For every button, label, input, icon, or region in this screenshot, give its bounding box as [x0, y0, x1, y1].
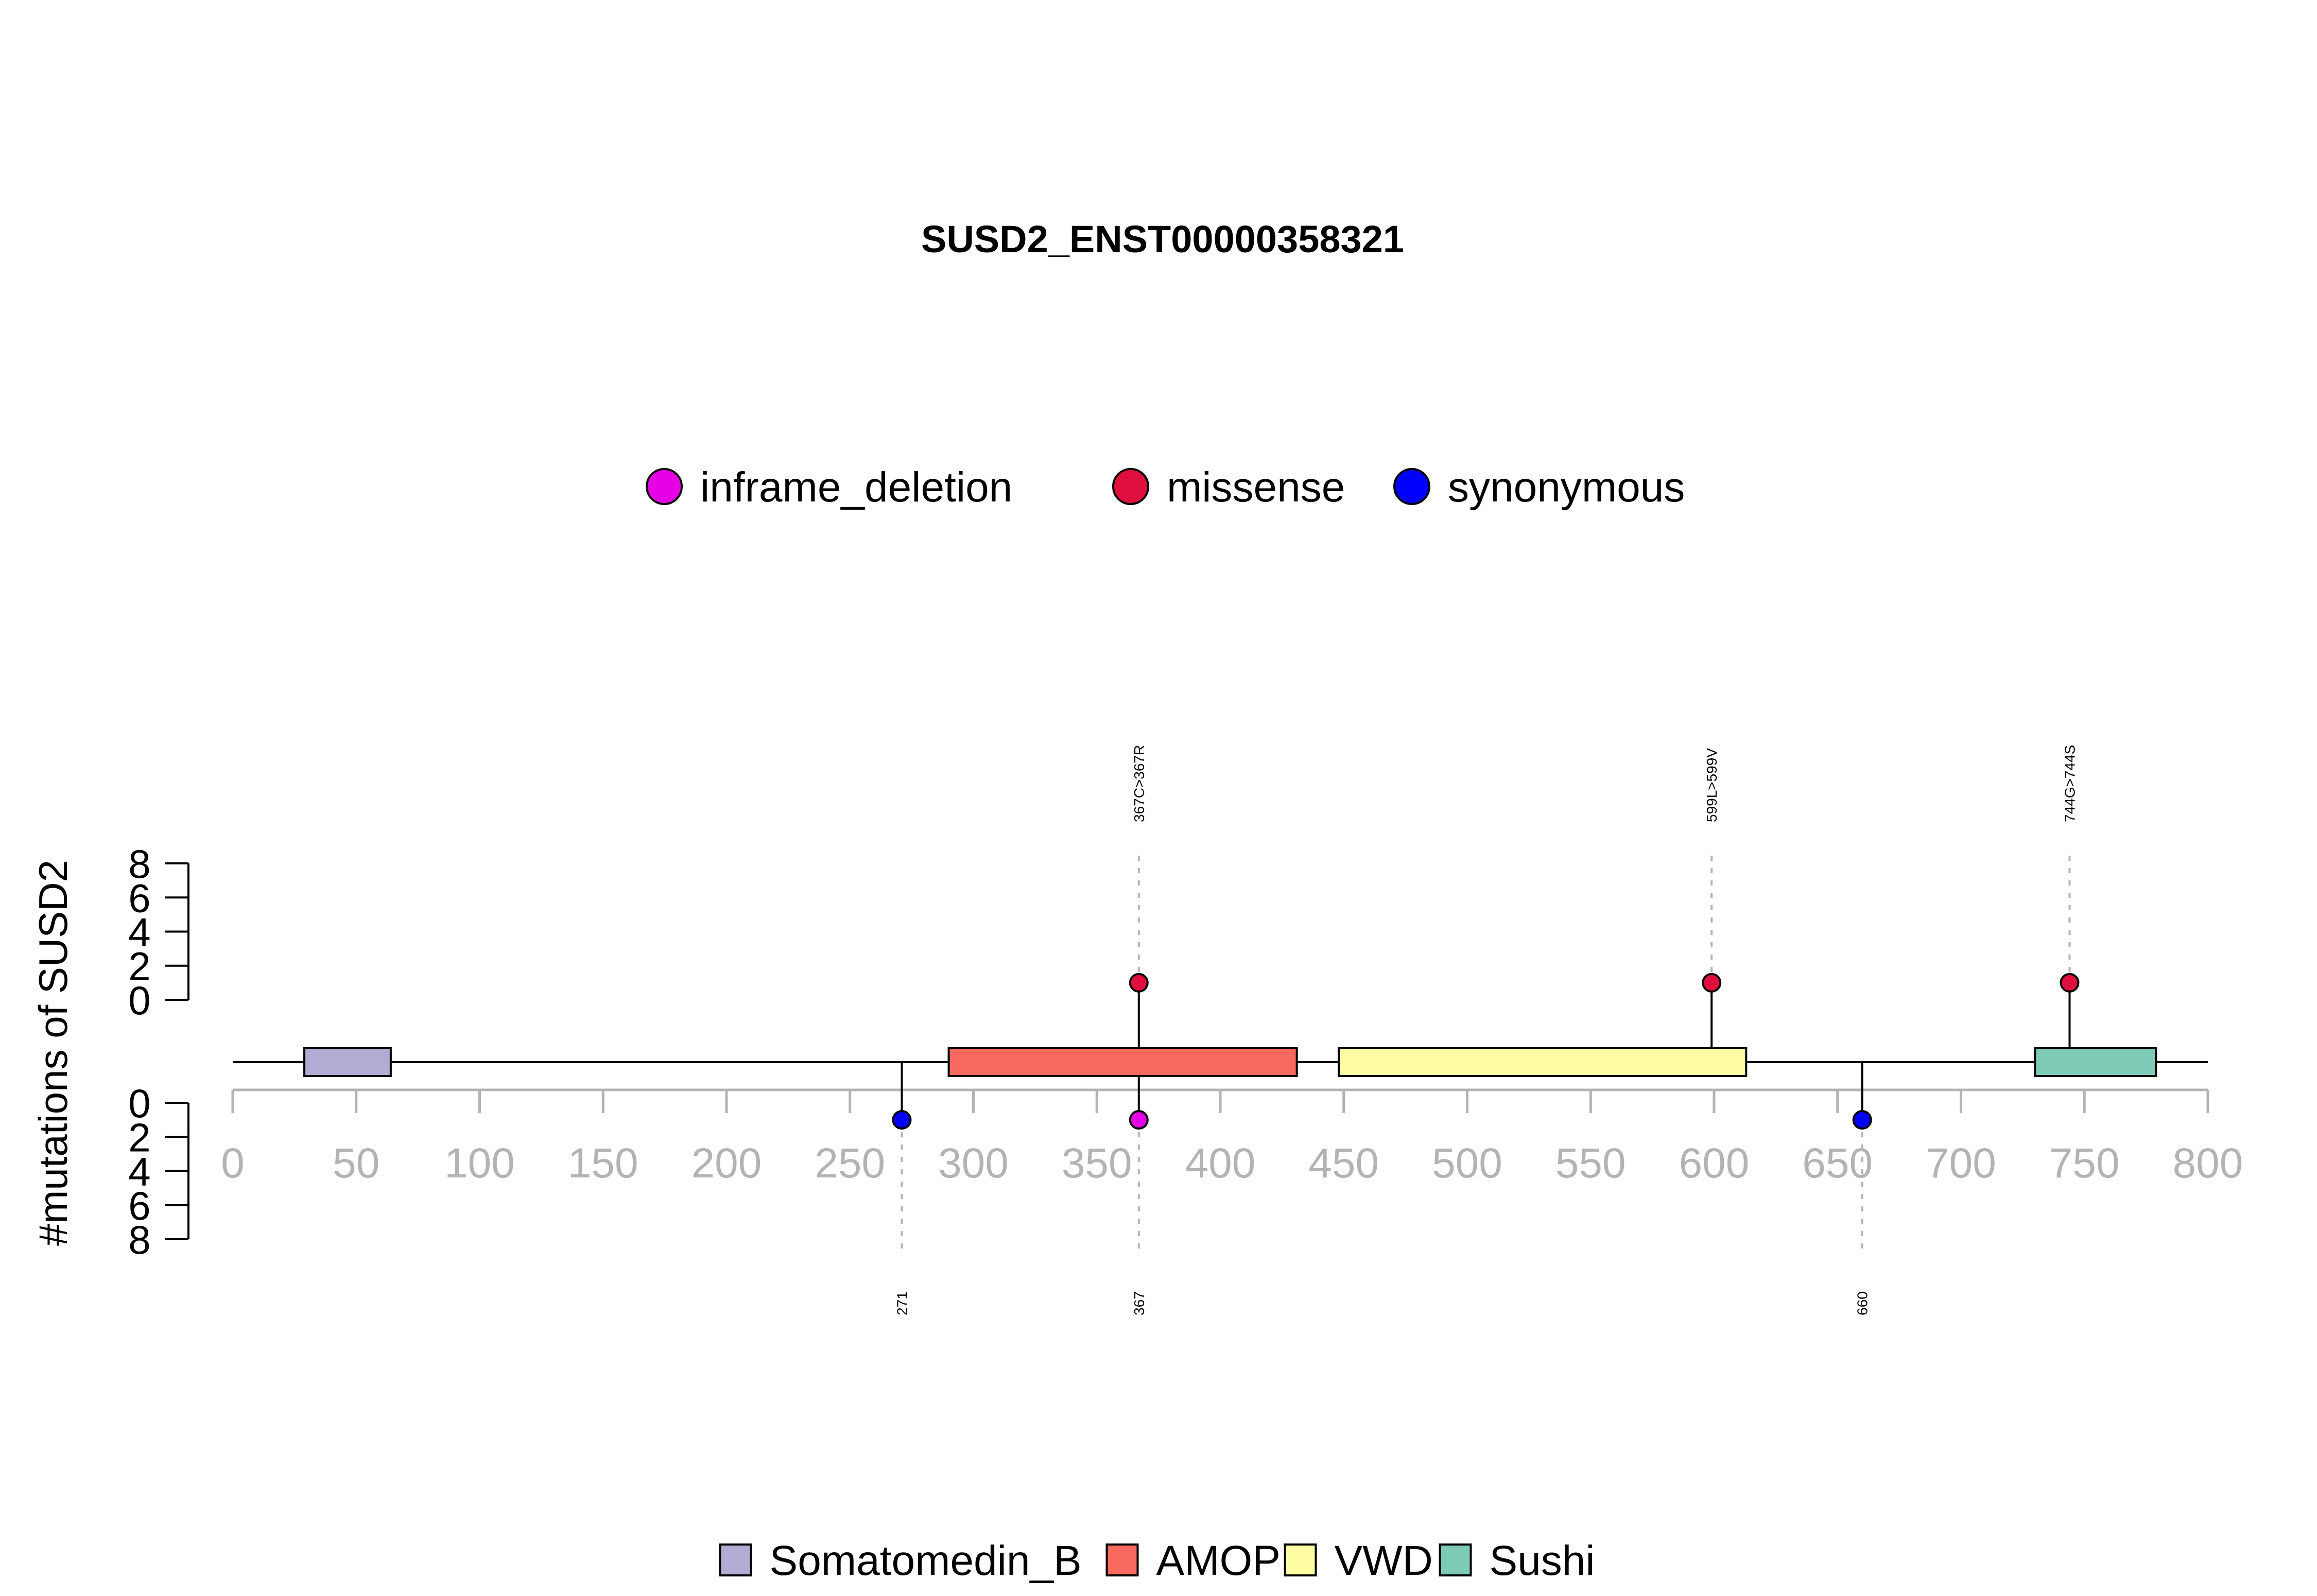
y-bottom-tick-label-6: 6	[128, 1183, 150, 1228]
domain-vwd	[1338, 1047, 1748, 1077]
x-tick-label-250: 250	[815, 1140, 885, 1187]
y-axis-label: #mutations of SUSD2	[30, 860, 76, 1246]
domain-somatomedin-b	[303, 1047, 392, 1077]
y-top-tick-label-2: 2	[128, 944, 150, 989]
x-tick-label-200: 200	[691, 1140, 762, 1187]
x-axis: 0 50 100 150 200 250 300 350 400 450 500 550 600 650 7…	[221, 1088, 2243, 1187]
bottom-mutation-label-660: 660	[1855, 1291, 1871, 1315]
top-point-744	[2060, 973, 2080, 993]
legend-label-inframe-deletion: inframe_deletion	[700, 464, 1012, 511]
legend-label-sushi: Sushi	[1490, 1537, 1595, 1584]
y-top-tick-label-0: 0	[128, 978, 150, 1023]
top-mutation-label-367: 367C>367R	[1131, 745, 1147, 822]
x-tick-label-550: 550	[1555, 1140, 1626, 1187]
top-mutation-label-599: 599L>599V	[1704, 748, 1720, 822]
y-top-tick-label-4: 4	[128, 910, 150, 955]
domain-amop	[947, 1047, 1298, 1077]
legend-marker-missense	[1112, 468, 1149, 505]
top-point-367	[1129, 973, 1149, 993]
x-tick-label-650: 650	[1802, 1140, 1873, 1187]
x-tick-label-450: 450	[1308, 1140, 1379, 1187]
bottom-point-660	[1852, 1110, 1872, 1130]
x-tick-label-400: 400	[1185, 1140, 1256, 1187]
legend-swatch-amop	[1105, 1543, 1139, 1576]
domain-legend: Somatomedin_B AMOP VWD Sushi	[719, 1537, 1595, 1584]
legend-label-missense: missense	[1167, 464, 1345, 511]
legend-label-synonymous: synonymous	[1448, 464, 1685, 511]
mutation-points	[892, 973, 2080, 1130]
legend-label-amop: AMOP	[1156, 1537, 1281, 1584]
x-tick-label-150: 150	[568, 1140, 638, 1187]
y-bottom-tick-label-4: 4	[128, 1149, 150, 1194]
legend-marker-synonymous	[1393, 468, 1430, 505]
x-tick-label-500: 500	[1432, 1140, 1502, 1187]
bottom-mutation-label-367: 367	[1131, 1291, 1147, 1315]
x-tick-label-0: 0	[221, 1140, 245, 1187]
x-tick-label-700: 700	[1926, 1140, 1996, 1187]
x-tick-label-100: 100	[444, 1140, 515, 1187]
mutation-labels: 367C>367R 599L>599V 744G>744S 271 367 660	[894, 745, 2078, 1315]
y-bottom-tick-label-0: 0	[128, 1081, 150, 1126]
domain-sushi	[2034, 1047, 2157, 1077]
protein-domains	[303, 1047, 2157, 1077]
top-mutation-label-744: 744G>744S	[2062, 745, 2078, 822]
legend-swatch-somatomedin-b	[719, 1543, 752, 1576]
x-tick-label-800: 800	[2173, 1140, 2243, 1187]
x-tick-label-600: 600	[1679, 1140, 1750, 1187]
x-tick-label-300: 300	[938, 1140, 1009, 1187]
mutation-stems	[901, 856, 2071, 1256]
mutation-legend: inframe_deletion missense synonymous	[646, 464, 1685, 511]
y-top-tick-label-6: 6	[128, 875, 150, 921]
top-point-599	[1702, 973, 1722, 993]
legend-swatch-vwd	[1284, 1543, 1317, 1576]
y-top-tick-label-8: 8	[128, 841, 150, 887]
y-bottom-tick-label-8: 8	[128, 1217, 150, 1262]
legend-label-vwd: VWD	[1335, 1537, 1433, 1584]
y-bottom-tick-label-2: 2	[128, 1115, 150, 1160]
bottom-point-367	[1129, 1110, 1149, 1130]
legend-marker-inframe-deletion	[646, 468, 683, 505]
chart-title: SUSD2_ENST00000358321	[921, 218, 1404, 261]
x-tick-label-50: 50	[333, 1140, 379, 1187]
legend-label-somatomedin-b: Somatomedin_B	[770, 1537, 1082, 1584]
legend-swatch-sushi	[1439, 1543, 1472, 1576]
bottom-point-271	[892, 1110, 912, 1130]
x-tick-label-350: 350	[1062, 1140, 1132, 1187]
x-tick-label-750: 750	[2049, 1140, 2120, 1187]
bottom-mutation-label-271: 271	[894, 1291, 910, 1315]
